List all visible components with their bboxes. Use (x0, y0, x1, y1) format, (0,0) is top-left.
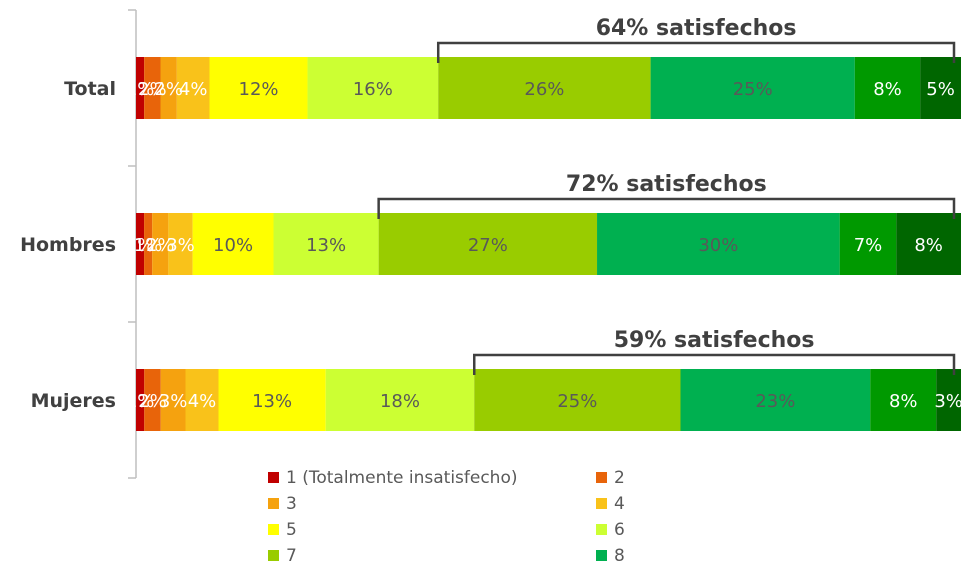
bar-segment (597, 213, 840, 275)
legend-swatch (596, 498, 607, 509)
satisfied-annotation: 59% satisfechos (614, 328, 815, 353)
segment-value-label: 3% (934, 391, 961, 412)
segment-value-label: 13% (306, 235, 346, 256)
bar-segment (273, 213, 379, 275)
segment-value-label: 4% (188, 391, 217, 412)
satisfied-bracket (377, 197, 956, 219)
bar-segment (192, 213, 274, 275)
segment-value-label: 7% (854, 235, 883, 256)
satisfied-annotation: 64% satisfechos (596, 16, 797, 41)
bar-segment (136, 213, 145, 275)
segment-value-label: 2% (154, 79, 183, 100)
legend-label: 1 (Totalmente insatisfecho) (286, 468, 518, 488)
category-label: Hombres (20, 234, 116, 256)
segment-value-label: 16% (353, 79, 393, 100)
segment-value-label: 8% (914, 235, 943, 256)
bar-segment (936, 369, 961, 431)
bar-segment (160, 57, 177, 119)
legend-label: 4 (614, 494, 625, 514)
segment-value-label: 1% (134, 235, 163, 256)
segment-value-label: 23% (755, 391, 795, 412)
segment-value-label: 27% (468, 235, 508, 256)
bar-segment (474, 369, 681, 431)
segment-value-label: 8% (873, 79, 902, 100)
segment-value-label: 26% (524, 79, 564, 100)
legend-swatch (268, 524, 279, 535)
segment-value-label: 18% (380, 391, 420, 412)
segment-value-label: 2% (138, 391, 167, 412)
legend-label: 7 (286, 546, 297, 566)
bar-segment (160, 369, 186, 431)
category-label: Total (64, 78, 116, 100)
segment-value-label: 13% (252, 391, 292, 412)
bar-segment (378, 213, 598, 275)
bar-segment (185, 369, 219, 431)
segment-value-label: 3% (159, 391, 188, 412)
bar-segment (325, 369, 475, 431)
bar-segment (144, 369, 161, 431)
bar-segment (870, 369, 937, 431)
legend-swatch (596, 472, 607, 483)
segment-value-label: 1% (126, 391, 155, 412)
segment-value-label: 1% (126, 79, 155, 100)
legend-swatch (596, 550, 607, 561)
bar-segment (650, 57, 855, 119)
legend-label: 3 (286, 494, 297, 514)
segment-value-label: 2% (138, 79, 167, 100)
bar-segment (680, 369, 871, 431)
segment-value-label: 30% (698, 235, 738, 256)
category-label: Mujeres (31, 390, 116, 412)
bar-segment (144, 57, 161, 119)
bar-segment (307, 57, 439, 119)
bar-segment (144, 213, 153, 275)
bar-segment (839, 213, 897, 275)
bar-segment (209, 57, 308, 119)
legend-label: 6 (614, 520, 625, 540)
segment-value-label: 1% (126, 235, 155, 256)
legend-label: 8 (614, 546, 625, 566)
legend-swatch (268, 498, 279, 509)
segment-value-label: 25% (557, 391, 597, 412)
legend-swatch (596, 524, 607, 535)
satisfied-bracket (436, 41, 956, 63)
segment-value-label: 25% (733, 79, 773, 100)
bar-segment (920, 57, 961, 119)
bar-segment (136, 57, 145, 119)
segment-value-label: 8% (889, 391, 918, 412)
legend-swatch (268, 550, 279, 561)
legend-label: 2 (614, 468, 625, 488)
satisfied-bracket (473, 353, 956, 375)
segment-value-label: 10% (213, 235, 253, 256)
bar-segment (218, 369, 326, 431)
segment-value-label: 3% (166, 235, 195, 256)
satisfied-annotation: 72% satisfechos (566, 172, 767, 197)
bar-segment (136, 369, 145, 431)
segment-value-label: 12% (239, 79, 279, 100)
segment-value-label: 5% (926, 79, 955, 100)
legend-label: 5 (286, 520, 297, 540)
bar-segment (854, 57, 921, 119)
bar-segment (176, 57, 210, 119)
segment-value-label: 2% (146, 235, 175, 256)
bar-segment (152, 213, 169, 275)
bar-segment (438, 57, 651, 119)
bar-segment (168, 213, 193, 275)
bar-segment (896, 213, 961, 275)
segment-value-label: 4% (179, 79, 208, 100)
legend-swatch (268, 472, 279, 483)
